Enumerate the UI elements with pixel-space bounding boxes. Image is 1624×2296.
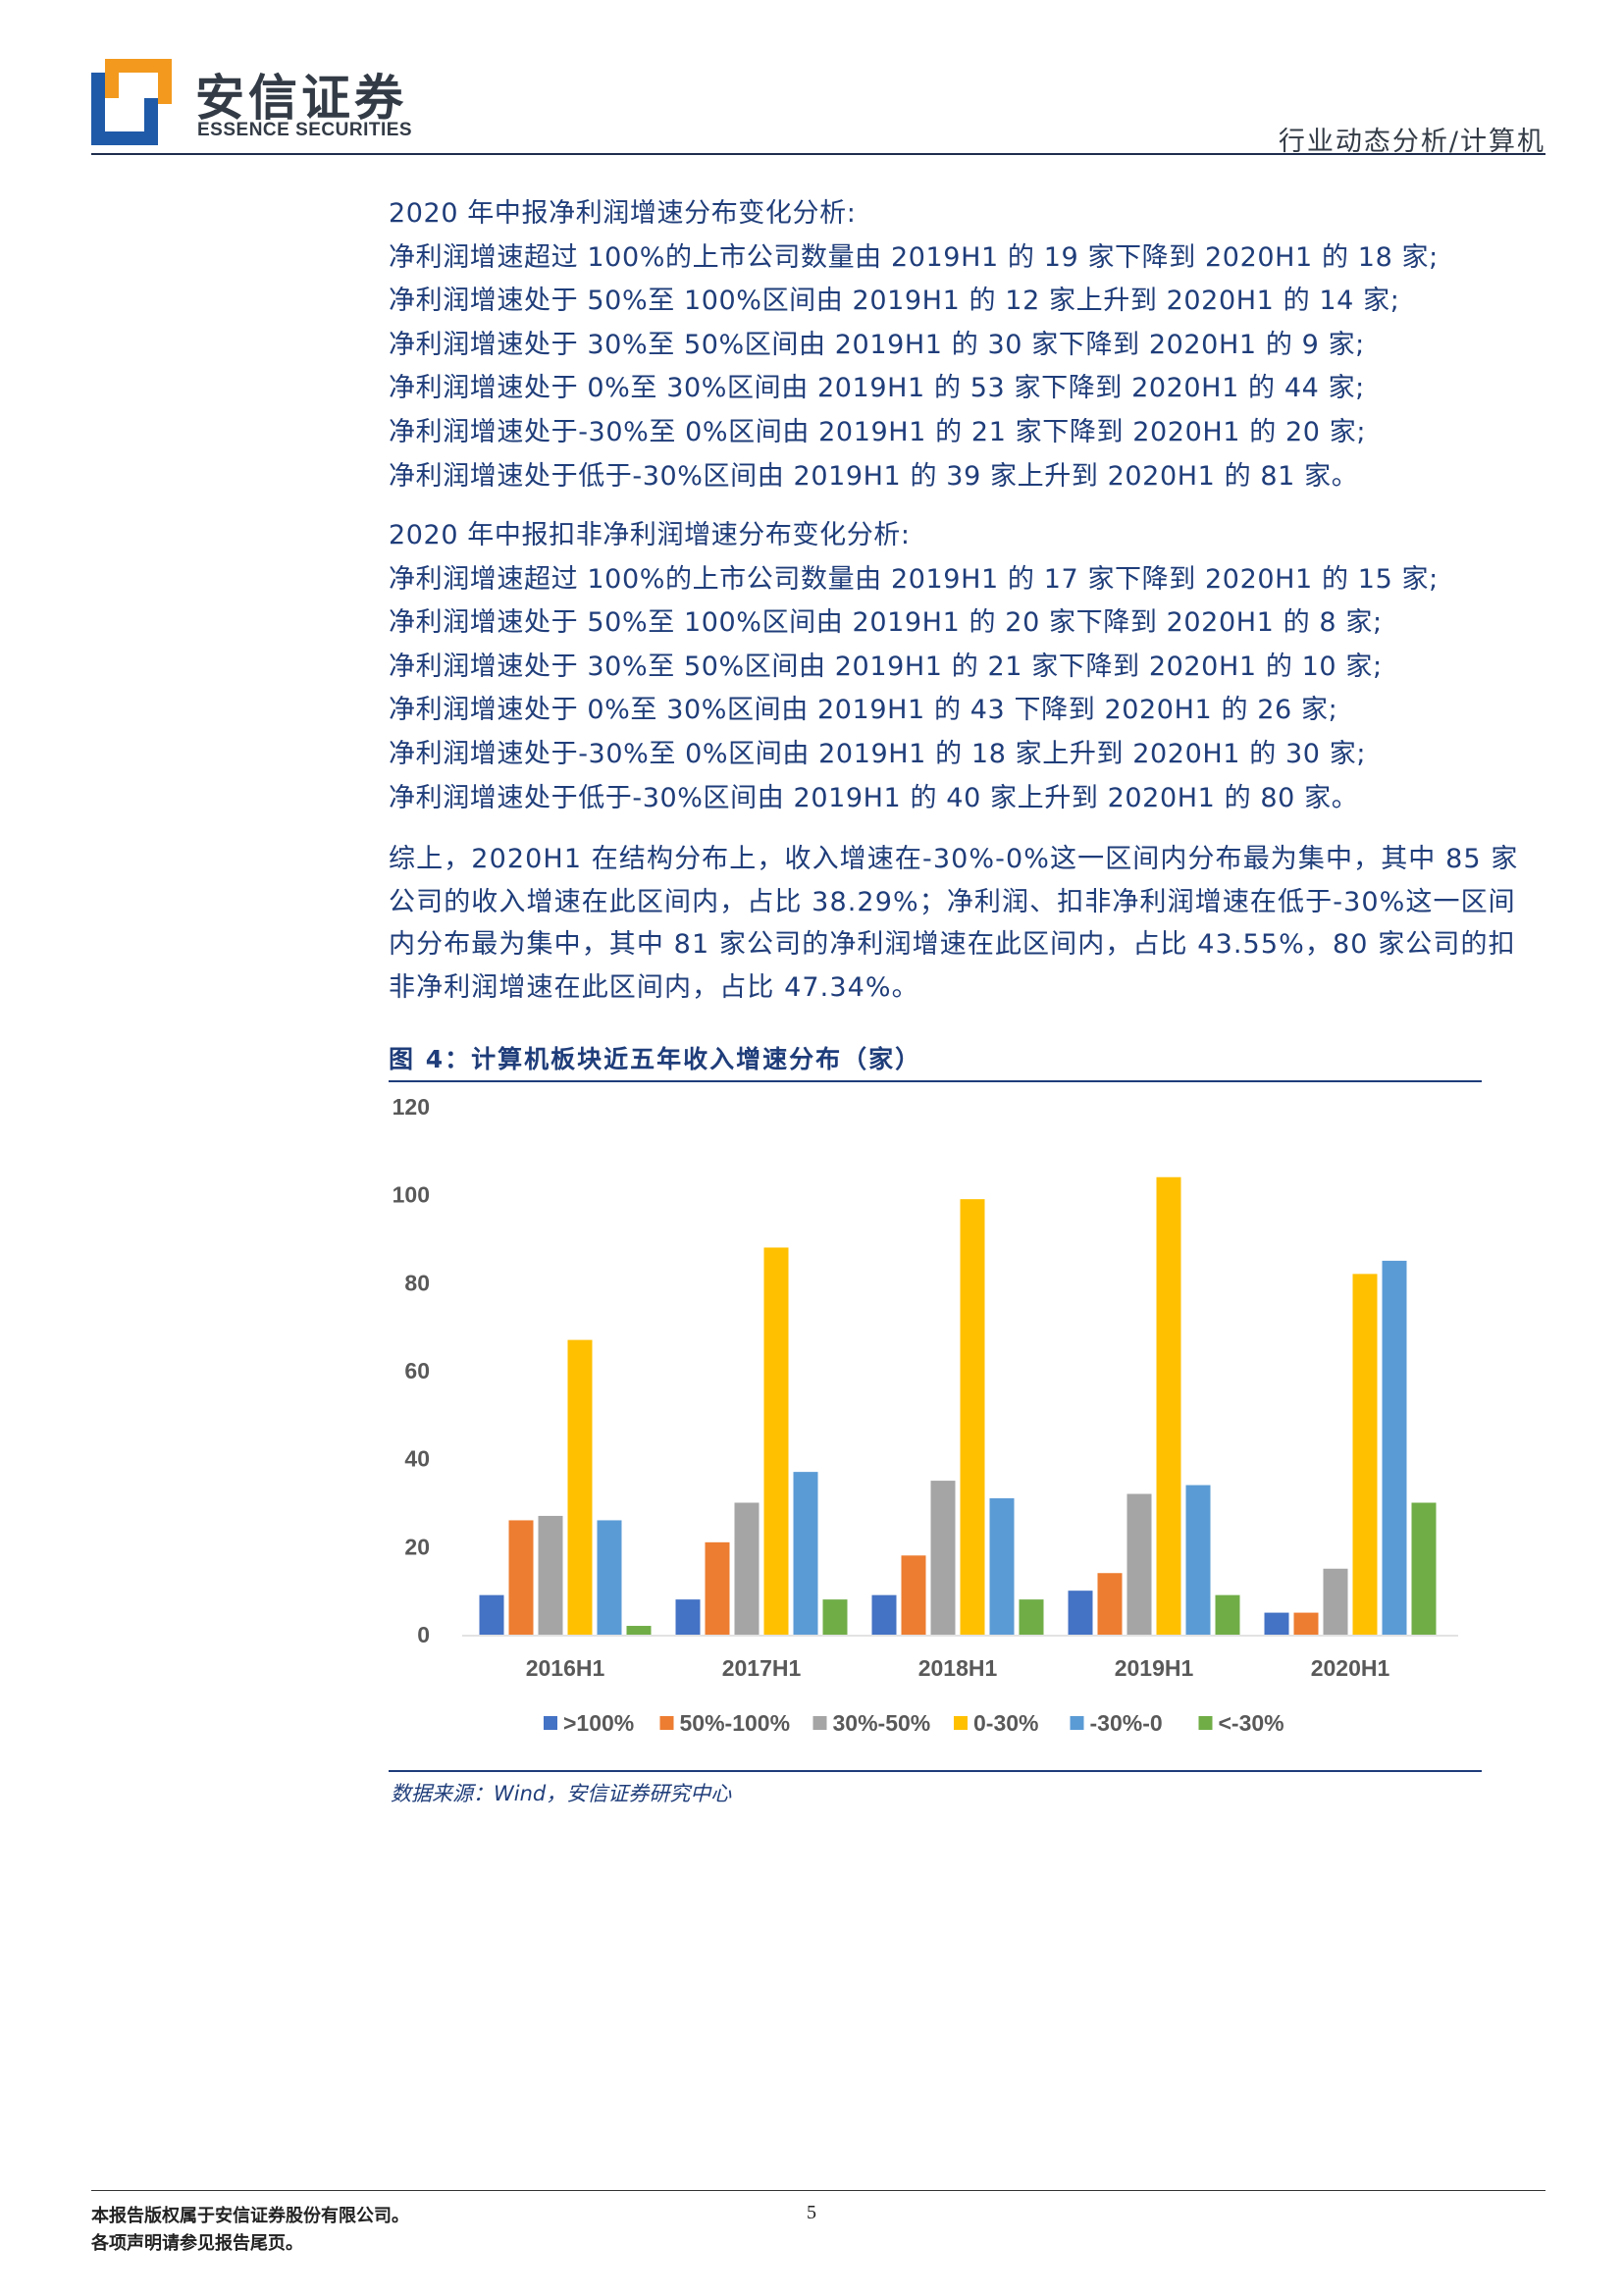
- revenue-growth-bar-chart: 0 20 40 60 80 100 120 2016H1 2017H1 2018H1 2019H1…: [393, 1094, 1458, 1736]
- bar-2017H1-30%-50%: [734, 1502, 760, 1635]
- text-line: 净利润增速处于-30%至 0%区间由 2019H1 的 18 家上升到 2020…: [389, 738, 1367, 769]
- text-line: 净利润增速处于-30%至 0%区间由 2019H1 的 21 家下降到 2020…: [389, 416, 1367, 447]
- legend-label: 50%-100%: [680, 1710, 791, 1736]
- figure-title: 图 4：计算机板块近五年收入增速分布（家）: [389, 1045, 922, 1073]
- x-tick-label: 2020H1: [1311, 1655, 1390, 1681]
- bar-2017H1-50%-100%: [705, 1541, 730, 1635]
- figure-bottom-divider: [389, 1770, 1482, 1772]
- bar-2020H1-<-30%: [1411, 1502, 1437, 1635]
- bar-2019H1-30%-50%: [1126, 1493, 1152, 1635]
- bars: [479, 1176, 1437, 1635]
- text-line: 综上，2020H1 在结构分布上，收入增速在-30%-0%这一区间内分布最为集中…: [389, 844, 1519, 874]
- legend: >100% 50%-100% 30%-50% 0-30% -30%-0 <-30%: [544, 1710, 1284, 1736]
- text-line: 净利润增速处于 0%至 30%区间由 2019H1 的 43 下降到 2020H…: [389, 695, 1338, 726]
- bar-2017H1->100%: [675, 1599, 701, 1635]
- x-tick-label: 2017H1: [722, 1655, 802, 1681]
- bar-2017H1--30%-0: [793, 1472, 818, 1635]
- text-line: 内分布最为集中，其中 81 家公司的净利润增速在此区间内，占比 43.55%，8…: [389, 929, 1516, 960]
- summary-paragraph: 综上，2020H1 在结构分布上，收入增速在-30%-0%这一区间内分布最为集中…: [389, 838, 1546, 1009]
- legend-label: 0-30%: [973, 1710, 1038, 1736]
- brand-logo-icon: [91, 59, 172, 145]
- bar-2020H1-0-30%: [1352, 1274, 1378, 1635]
- brand-logo: 安信证券 ESSENCE SECURITIES: [91, 59, 425, 147]
- bar-2020H1--30%-0: [1382, 1260, 1407, 1635]
- footer-divider: [91, 2190, 1545, 2191]
- copyright-notice: 本报告版权属于安信证券股份有限公司。: [91, 2206, 409, 2226]
- bar-2016H1--30%-0: [597, 1520, 622, 1635]
- legend-swatch: [544, 1716, 557, 1730]
- x-tick-label: 2019H1: [1115, 1655, 1194, 1681]
- report-section-label: 行业动态分析/计算机: [1278, 127, 1545, 157]
- legend-label: -30%-0: [1090, 1710, 1163, 1736]
- bar-2018H1-0-30%: [960, 1199, 985, 1635]
- legend-swatch: [812, 1716, 827, 1730]
- legend-swatch: [1198, 1716, 1213, 1730]
- bar-2020H1-30%-50%: [1323, 1568, 1348, 1635]
- y-axis: 0 20 40 60 80 100 120: [393, 1094, 430, 1647]
- legend-label: 30%-50%: [833, 1710, 931, 1736]
- text-line: 公司的收入增速在此区间内，占比 38.29%；净利润、扣非净利润增速在低于-30…: [389, 886, 1516, 917]
- bar-2018H1-30%-50%: [930, 1481, 956, 1635]
- x-tick-label: 2018H1: [918, 1655, 998, 1681]
- x-tick-label: 2016H1: [526, 1655, 605, 1681]
- figure-title-divider: [389, 1080, 1482, 1082]
- x-axis: 2016H1 2017H1 2018H1 2019H1 2020H1: [526, 1655, 1390, 1681]
- bar-2019H1--30%-0: [1185, 1485, 1211, 1635]
- page-number: 5: [807, 2202, 816, 2223]
- legend-swatch: [659, 1716, 674, 1730]
- bar-2016H1-<-30%: [626, 1626, 652, 1635]
- text-line: 净利润增速处于 50%至 100%区间由 2019H1 的 20 家下降到 20…: [389, 607, 1383, 639]
- bar-2020H1-50%-100%: [1293, 1612, 1319, 1635]
- text-line: 净利润增速处于 30%至 50%区间由 2019H1 的 30 家下降到 202…: [389, 329, 1365, 360]
- bar-2018H1--30%-0: [989, 1498, 1015, 1635]
- data-source: 数据来源：Wind，安信证券研究中心: [391, 1782, 732, 1805]
- net-profit-section: 2020 年中报净利润增速分布变化分析: 净利润增速超过 100%的上市公司数量…: [389, 192, 1546, 498]
- bar-2019H1-<-30%: [1215, 1594, 1240, 1635]
- legend-label: >100%: [563, 1710, 634, 1736]
- bar-2018H1-<-30%: [1019, 1599, 1044, 1635]
- bar-2017H1-0-30%: [763, 1247, 789, 1635]
- section-title: 2020 年中报扣非净利润增速分布变化分析:: [389, 520, 911, 550]
- bar-2019H1-50%-100%: [1097, 1573, 1123, 1635]
- y-tick-label: 80: [404, 1270, 430, 1295]
- bar-2016H1-30%-50%: [538, 1515, 563, 1635]
- y-tick-label: 120: [393, 1094, 430, 1120]
- text-line: 非净利润增速在此区间内，占比 47.34%。: [389, 971, 919, 1003]
- bar-2020H1->100%: [1264, 1612, 1289, 1635]
- brand-name-en: ESSENCE SECURITIES: [197, 120, 413, 140]
- text-line: 净利润增速处于低于-30%区间由 2019H1 的 39 家上升到 2020H1…: [389, 460, 1359, 492]
- bar-2018H1->100%: [871, 1594, 897, 1635]
- brand-name-cn: 安信证券: [195, 70, 407, 127]
- legend-swatch: [1070, 1716, 1084, 1730]
- bar-2019H1-0-30%: [1156, 1176, 1181, 1635]
- text-line: 净利润增速超过 100%的上市公司数量由 2019H1 的 17 家下降到 20…: [389, 563, 1439, 595]
- text-line: 净利润增速超过 100%的上市公司数量由 2019H1 的 19 家下降到 20…: [389, 241, 1439, 273]
- bar-2016H1-0-30%: [567, 1339, 593, 1635]
- text-line: 净利润增速处于 50%至 100%区间由 2019H1 的 12 家上升到 20…: [389, 286, 1400, 317]
- bar-2019H1->100%: [1068, 1591, 1093, 1635]
- section-title: 2020 年中报净利润增速分布变化分析:: [389, 198, 857, 229]
- y-tick-label: 60: [404, 1358, 430, 1383]
- bar-2017H1-<-30%: [822, 1599, 848, 1635]
- text-line: 净利润增速处于 30%至 50%区间由 2019H1 的 21 家下降到 202…: [389, 651, 1383, 682]
- text-line: 净利润增速处于 0%至 30%区间由 2019H1 的 53 家下降到 2020…: [389, 373, 1365, 404]
- y-tick-label: 100: [393, 1182, 430, 1208]
- bar-2016H1->100%: [479, 1594, 504, 1635]
- y-tick-label: 0: [417, 1622, 430, 1647]
- header-divider: [91, 153, 1545, 155]
- bar-2018H1-50%-100%: [901, 1555, 926, 1635]
- bar-2016H1-50%-100%: [508, 1520, 534, 1635]
- deducted-net-profit-section: 2020 年中报扣非净利润增速分布变化分析: 净利润增速超过 100%的上市公司…: [389, 514, 1546, 820]
- disclaimer-notice: 各项声明请参见报告尾页。: [91, 2233, 303, 2254]
- y-tick-label: 40: [404, 1446, 430, 1472]
- y-tick-label: 20: [404, 1534, 430, 1559]
- legend-swatch: [954, 1716, 968, 1730]
- text-line: 净利润增速处于低于-30%区间由 2019H1 的 40 家上升到 2020H1…: [389, 782, 1359, 813]
- legend-label: <-30%: [1219, 1710, 1284, 1736]
